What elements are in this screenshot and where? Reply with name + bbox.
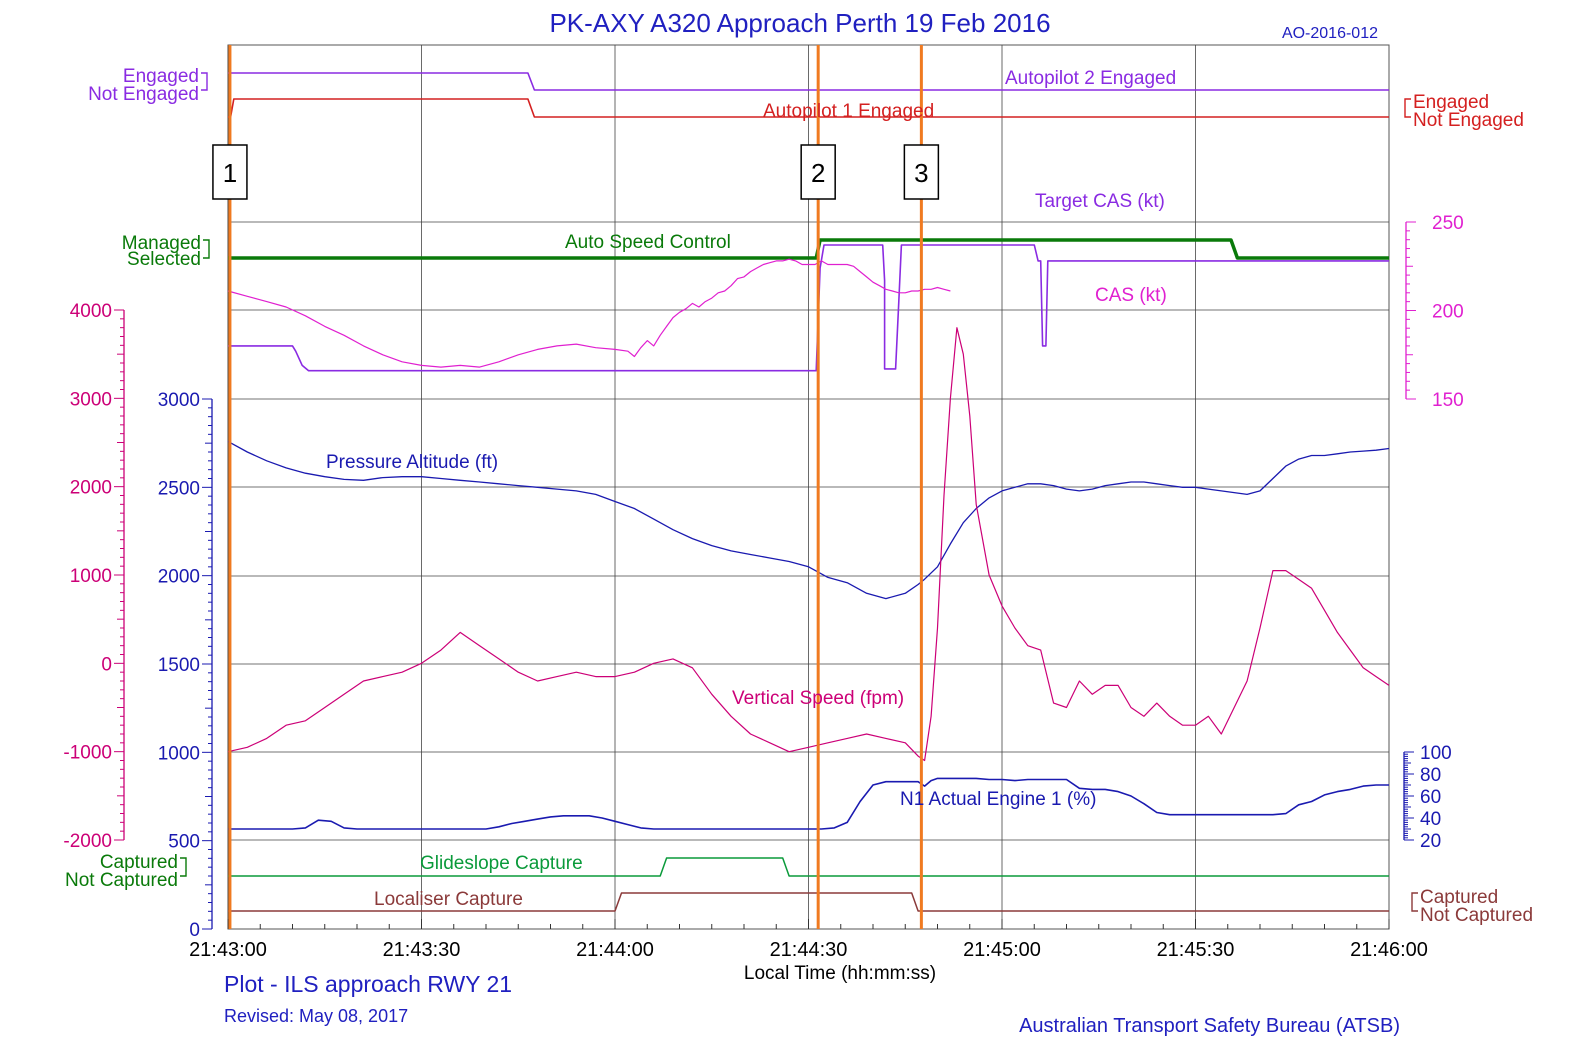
series-label-glideslope: Glideslope Capture	[420, 853, 583, 874]
ap2-engaged-label: Engaged	[123, 66, 199, 87]
x-tick-label-2: 21:44:00	[576, 939, 654, 961]
speed-managed-label: Managed	[122, 233, 201, 254]
footer-right: Australian Transport Safety Bureau (ATSB…	[1019, 1015, 1400, 1037]
gs-bracket	[180, 857, 187, 877]
series-line-7	[228, 777, 1389, 830]
vs-tick-label-0: 4000	[70, 301, 112, 322]
x-tick-label-3: 21:44:30	[770, 939, 848, 961]
cas-tick-label-1: 200	[1432, 302, 1464, 323]
x-tick-label-1: 21:43:30	[383, 939, 461, 961]
n1-tick-label-3: 40	[1420, 809, 1441, 830]
n1-tick-label-1: 80	[1420, 765, 1441, 786]
series-label-n1: N1 Actual Engine 1 (%)	[900, 789, 1096, 810]
x-tick-label-4: 21:45:00	[963, 939, 1041, 961]
footer-left: Plot - ILS approach RWY 21	[224, 971, 512, 997]
n1-tick-label-0: 100	[1420, 743, 1452, 764]
series-label-cas: CAS (kt)	[1095, 285, 1167, 306]
speed-selected-label: Selected	[127, 249, 201, 270]
n1-tick-label-2: 60	[1420, 787, 1441, 808]
series-label-localiser: Localiser Capture	[374, 889, 523, 910]
ap1-bracket	[1404, 98, 1411, 118]
vs-tick-label-3: 1000	[70, 566, 112, 587]
event-marker-box-2	[800, 144, 836, 200]
report-id: AO-2016-012	[1282, 25, 1378, 42]
series-line-9	[228, 892, 1389, 912]
x-tick-label-5: 21:45:30	[1157, 939, 1235, 961]
series-label-speed-control: Auto Speed Control	[565, 232, 731, 253]
loc-bracket	[1411, 892, 1418, 912]
series-line-6	[227, 327, 1390, 762]
series-line-4	[227, 258, 951, 368]
gs-not-captured-label: Not Captured	[65, 870, 178, 891]
event-marker-label-1: 1	[223, 158, 237, 188]
loc-not-captured-label: Not Captured	[1420, 905, 1533, 926]
cas-tick-label-2: 150	[1432, 390, 1464, 411]
x-tick-label-0: 21:43:00	[189, 939, 267, 961]
chart-title: PK-AXY A320 Approach Perth 19 Feb 2016	[549, 8, 1050, 38]
series-label-vertical-speed: Vertical Speed (fpm)	[732, 688, 904, 709]
alt-tick-label-6: 0	[189, 920, 200, 941]
event-marker-box-3	[903, 144, 940, 200]
series-label-ap1: Autopilot 1 Engaged	[763, 101, 934, 122]
series-label-ap2: Autopilot 2 Engaged	[1005, 68, 1176, 89]
n1-tick-label-4: 20	[1420, 831, 1441, 852]
series-line-3	[228, 244, 1389, 372]
alt-tick-label-3: 1500	[158, 655, 200, 676]
footer-revised: Revised: May 08, 2017	[224, 1006, 408, 1026]
ap1-engaged-label: Engaged	[1413, 92, 1489, 113]
alt-tick-label-5: 500	[168, 832, 200, 853]
ap2-not-engaged-label: Not Engaged	[88, 84, 199, 105]
ap1-not-engaged-label: Not Engaged	[1413, 110, 1524, 131]
series-line-8	[228, 857, 1389, 877]
vs-tick-label-4: 0	[101, 654, 112, 675]
vs-tick-label-2: 2000	[70, 478, 112, 499]
event-marker-label-2: 2	[811, 158, 825, 188]
vs-tick-label-5: -1000	[63, 743, 112, 764]
ap2-bracket	[201, 72, 208, 91]
loc-captured-label: Captured	[1420, 887, 1498, 908]
event-marker-box-1	[212, 144, 248, 200]
event-marker-label-3: 3	[914, 158, 928, 188]
vs-tick-label-1: 3000	[70, 389, 112, 410]
alt-tick-label-2: 2000	[158, 567, 200, 588]
vs-tick-label-6: -2000	[63, 831, 112, 852]
event-markers: 1 2 3	[212, 45, 940, 929]
alt-tick-label-1: 2500	[158, 478, 200, 499]
cas-tick-label-0: 250	[1432, 213, 1464, 234]
alt-tick-label-0: 3000	[158, 390, 200, 411]
series-label-target-cas: Target CAS (kt)	[1035, 191, 1165, 212]
gs-captured-label: Captured	[100, 852, 178, 873]
speed-bracket	[203, 239, 210, 259]
series-line-0	[228, 72, 1389, 91]
series-line-2	[228, 238, 1389, 260]
x-axis-label: Local Time (hh:mm:ss)	[744, 963, 936, 984]
x-tick-label-6: 21:46:00	[1350, 939, 1428, 961]
alt-tick-label-4: 1000	[158, 743, 200, 764]
axis-ticks: 40003000200010000-1000-20003000250020001…	[63, 213, 1463, 961]
series-label-altitude: Pressure Altitude (ft)	[326, 452, 498, 473]
